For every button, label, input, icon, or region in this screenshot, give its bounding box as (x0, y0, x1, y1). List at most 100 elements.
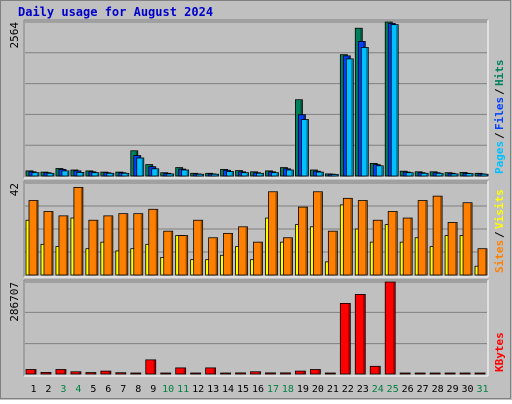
x-tick-label-day-8: 8 (135, 384, 141, 395)
bar-shade-sites-day-7 (126, 214, 128, 274)
legend-hits: Hits (493, 60, 506, 87)
bar-kbytes-day-31 (475, 373, 485, 374)
bar-shade-sites-day-15 (246, 227, 248, 274)
bar-shade-sites-day-26 (410, 219, 412, 275)
x-tick-label-day-6: 6 (105, 384, 111, 395)
bar-shade-pages-day-12 (202, 175, 204, 176)
x-tick-label-day-10: 10 (162, 384, 174, 395)
bar-shade-sites-day-5 (96, 221, 98, 275)
bar-shade-pages-day-1 (37, 173, 39, 175)
bar-kbytes-day-28 (430, 373, 440, 374)
bar-shade-pages-day-24 (381, 166, 383, 175)
bar-shade-kbytes-day-20 (318, 370, 320, 373)
bar-shade-sites-day-8 (141, 214, 143, 274)
bar-kbytes-day-26 (400, 373, 410, 374)
x-tick-label-day-7: 7 (120, 384, 126, 395)
bar-shade-pages-day-8 (142, 158, 144, 175)
bar-shade-sites-day-18 (290, 238, 292, 274)
bar-shade-sites-day-22 (350, 199, 352, 275)
chart-title: Daily usage for August 2024 (18, 5, 213, 19)
x-tick-label-day-25: 25 (387, 384, 399, 395)
bar-shade-pages-day-23 (366, 48, 368, 176)
bar-shade-sites-day-11 (186, 236, 188, 274)
bar-shade-sites-day-29 (455, 223, 457, 275)
bar-shade-pages-day-28 (441, 174, 443, 176)
bar-shade-kbytes-day-23 (363, 295, 365, 374)
x-tick-label-day-21: 21 (327, 384, 339, 395)
bar-shade-kbytes-day-11 (184, 368, 186, 373)
bar-shade-pages-day-29 (456, 174, 458, 175)
bar-shade-sites-day-25 (395, 212, 397, 275)
bar-kbytes-day-8 (131, 373, 141, 374)
bar-shade-pages-day-18 (291, 170, 293, 175)
bar-shade-sites-day-2 (51, 212, 53, 275)
x-tick-label-day-11: 11 (177, 384, 189, 395)
bar-shade-kbytes-day-24 (378, 367, 380, 374)
bar-shade-sites-day-3 (66, 216, 68, 274)
bar-shade-sites-day-10 (171, 232, 173, 275)
bar-shade-kbytes-day-25 (393, 283, 395, 374)
legend-separator: / (493, 132, 506, 139)
bar-shade-kbytes-day-3 (64, 370, 66, 373)
bar-kbytes-day-12 (191, 373, 201, 374)
bar-shade-sites-day-21 (335, 232, 337, 275)
legend-separator: / (493, 231, 506, 238)
bar-shade-pages-day-9 (157, 169, 159, 175)
x-tick-label-day-3: 3 (60, 384, 66, 395)
x-tick-label-day-31: 31 (476, 384, 488, 395)
bar-shade-pages-day-25 (396, 25, 398, 175)
bar-shade-pages-day-17 (276, 173, 278, 175)
x-tick-label-day-12: 12 (192, 384, 204, 395)
bar-kbytes-day-29 (445, 373, 455, 374)
bar-shade-kbytes-day-13 (214, 368, 216, 373)
bar-kbytes-day-21 (325, 373, 335, 374)
plot-area-kbytes (24, 280, 488, 376)
bar-kbytes-day-27 (415, 373, 425, 374)
bar-shade-pages-day-19 (306, 120, 308, 175)
bar-shade-sites-day-20 (320, 192, 322, 274)
x-tick-label-day-9: 9 (150, 384, 156, 395)
x-tick-label-day-27: 27 (417, 384, 429, 395)
bar-shade-sites-day-6 (111, 216, 113, 274)
bar-shade-sites-day-30 (470, 203, 472, 274)
legend-sites: Sites (493, 240, 506, 273)
bar-shade-pages-day-30 (471, 174, 473, 175)
x-tick-label-day-19: 19 (297, 384, 309, 395)
bar-shade-sites-day-23 (365, 201, 367, 274)
bar-shade-sites-day-12 (201, 221, 203, 275)
bar-shade-kbytes-day-1 (34, 370, 36, 373)
bar-shade-pages-day-11 (187, 170, 189, 175)
bar-shade-sites-day-14 (231, 234, 233, 275)
bar-shade-kbytes-day-6 (109, 372, 111, 374)
bar-shade-pages-day-22 (351, 59, 353, 175)
bar-shade-sites-day-9 (156, 210, 158, 275)
bar-shade-sites-day-27 (425, 201, 427, 274)
bar-shade-kbytes-day-19 (303, 372, 305, 374)
bar-shade-pages-day-6 (112, 174, 114, 176)
bar-shade-pages-day-4 (82, 173, 84, 176)
y-max-label-hits-files-pages: 2564 (8, 22, 21, 49)
x-tick-label-day-28: 28 (432, 384, 444, 395)
bar-shade-pages-day-16 (262, 174, 264, 176)
bar-shade-pages-day-21 (336, 175, 338, 176)
bar-shade-sites-day-31 (485, 249, 487, 274)
bar-shade-pages-day-27 (426, 174, 428, 176)
x-tick-label-day-15: 15 (237, 384, 249, 395)
bar-shade-pages-day-2 (52, 174, 54, 176)
bar-shade-pages-day-3 (67, 171, 69, 175)
legend-separator: / (493, 88, 506, 95)
bar-kbytes-day-10 (161, 373, 171, 374)
bar-shade-kbytes-day-22 (348, 304, 350, 374)
x-tick-label-day-2: 2 (45, 384, 51, 395)
bar-kbytes-day-14 (221, 373, 231, 374)
x-tick-label-day-4: 4 (75, 384, 81, 395)
bar-shade-sites-day-28 (440, 197, 442, 275)
legend-files: Files (493, 97, 506, 130)
bar-shade-pages-day-31 (486, 175, 488, 176)
x-tick-label-day-22: 22 (342, 384, 354, 395)
bar-shade-pages-day-7 (127, 174, 129, 176)
x-tick-label-day-20: 20 (312, 384, 324, 395)
x-tick-label-day-29: 29 (447, 384, 459, 395)
